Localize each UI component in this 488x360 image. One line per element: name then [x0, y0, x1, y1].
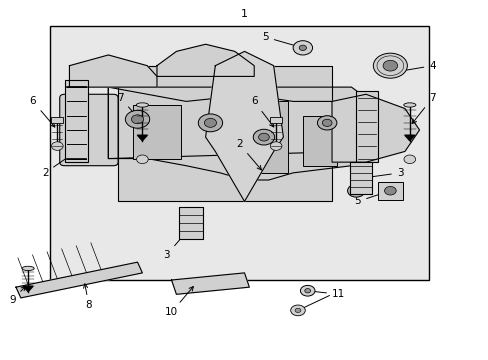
Polygon shape [69, 55, 157, 87]
FancyBboxPatch shape [60, 94, 118, 166]
Circle shape [294, 308, 300, 312]
Polygon shape [171, 273, 249, 294]
Polygon shape [205, 51, 283, 202]
Bar [118, 66, 331, 202]
Text: 2: 2 [42, 154, 73, 178]
Polygon shape [137, 135, 147, 141]
Text: 3: 3 [364, 168, 403, 179]
Circle shape [403, 155, 415, 163]
Text: 5: 5 [262, 32, 299, 48]
Polygon shape [16, 262, 142, 298]
Bar [132, 105, 181, 158]
Circle shape [351, 188, 360, 194]
Circle shape [347, 184, 365, 197]
Circle shape [198, 114, 222, 132]
Ellipse shape [292, 41, 312, 55]
Circle shape [322, 119, 331, 126]
Bar [229, 102, 287, 173]
Circle shape [51, 142, 63, 150]
Bar [270, 117, 282, 123]
Circle shape [384, 186, 395, 195]
Text: 10: 10 [164, 287, 193, 317]
Bar [179, 207, 203, 239]
Text: 6: 6 [30, 96, 55, 127]
Text: 7: 7 [411, 93, 435, 123]
Ellipse shape [382, 60, 397, 71]
Circle shape [317, 116, 336, 130]
Text: 8: 8 [83, 284, 92, 310]
Circle shape [253, 129, 274, 145]
Circle shape [258, 133, 269, 141]
Text: 7: 7 [117, 93, 140, 120]
Ellipse shape [372, 53, 407, 78]
Ellipse shape [22, 266, 34, 271]
Polygon shape [331, 94, 419, 162]
Bar [64, 80, 88, 162]
Text: 2: 2 [236, 139, 261, 170]
Polygon shape [157, 44, 254, 76]
Circle shape [304, 289, 310, 293]
Circle shape [125, 111, 149, 128]
Circle shape [204, 118, 216, 127]
Ellipse shape [136, 103, 148, 107]
Circle shape [131, 115, 143, 124]
Text: 3: 3 [163, 229, 188, 260]
Ellipse shape [403, 103, 415, 107]
Circle shape [290, 305, 305, 316]
Text: 9: 9 [9, 287, 25, 305]
Text: 4: 4 [393, 61, 435, 73]
Bar [377, 182, 402, 200]
Ellipse shape [299, 45, 306, 50]
Text: 5: 5 [354, 191, 386, 206]
Circle shape [300, 285, 314, 296]
Bar [350, 162, 371, 194]
Bar [51, 117, 63, 123]
Text: 6: 6 [250, 96, 273, 127]
Polygon shape [108, 87, 361, 180]
Text: 1: 1 [241, 9, 247, 19]
Bar [356, 91, 377, 162]
Text: 11: 11 [310, 289, 345, 299]
Circle shape [136, 155, 148, 163]
Polygon shape [404, 135, 414, 141]
Circle shape [270, 142, 282, 150]
Bar [302, 116, 336, 166]
Bar [50, 26, 428, 280]
Polygon shape [23, 286, 33, 292]
